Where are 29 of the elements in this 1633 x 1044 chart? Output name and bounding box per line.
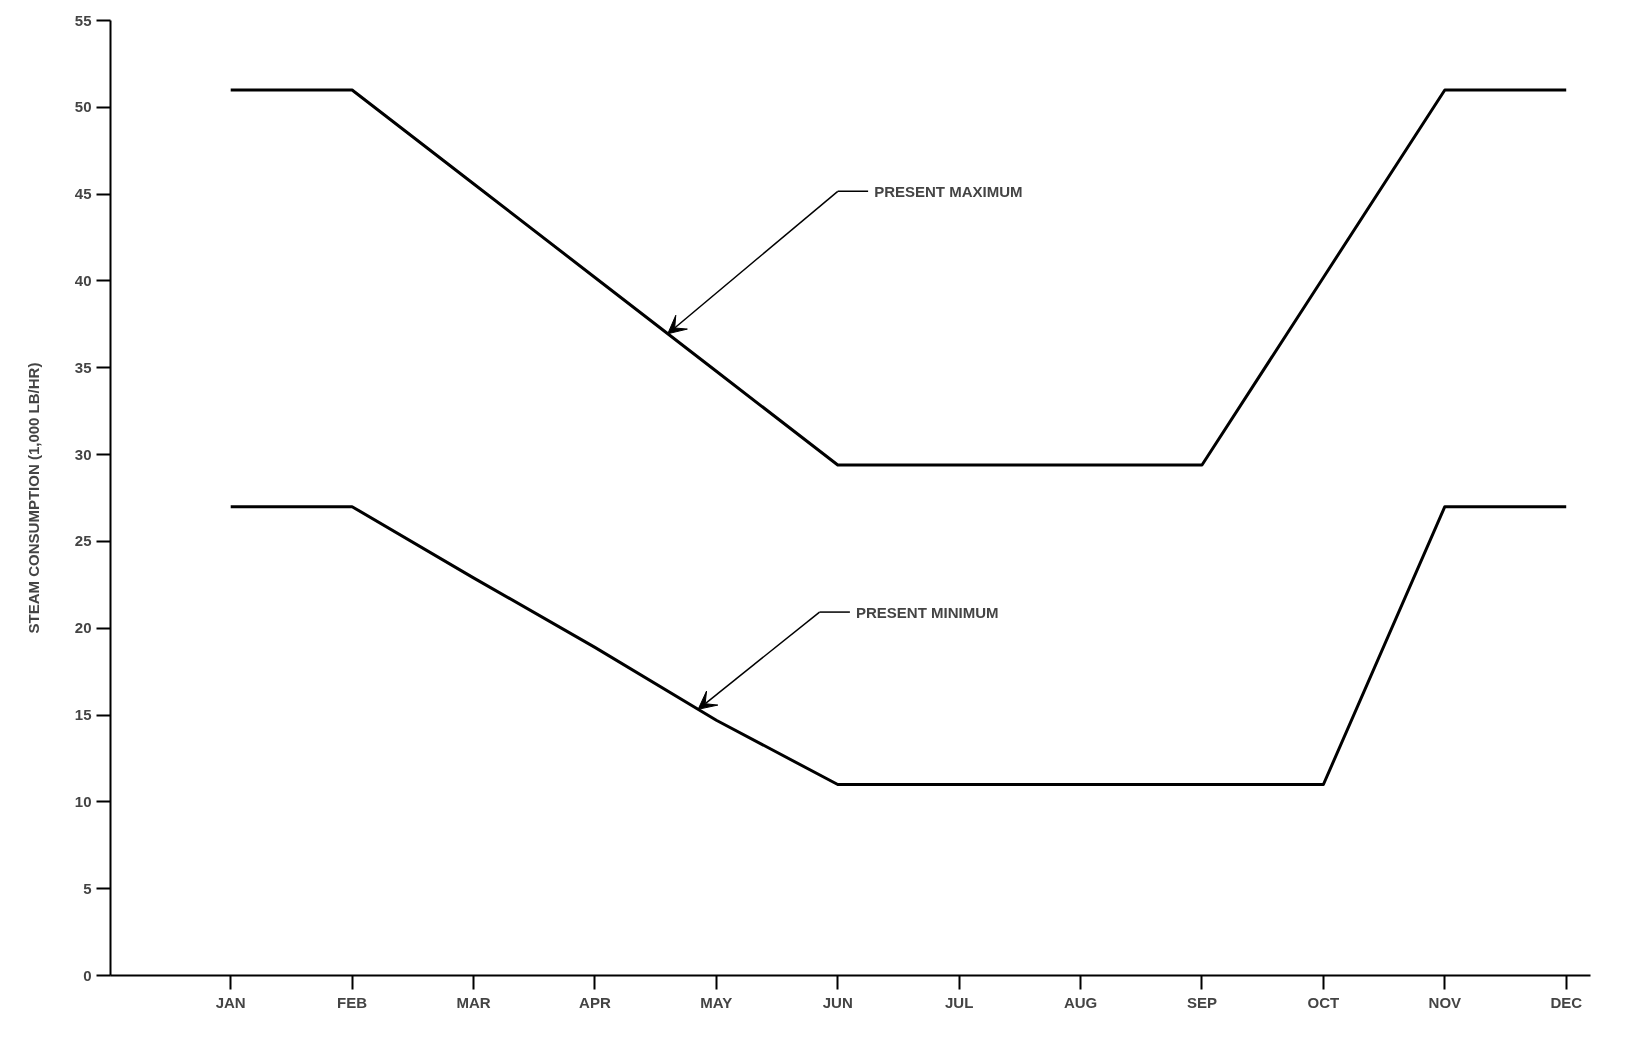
- x-tick-label: APR: [579, 993, 611, 1011]
- x-tick-label: JUN: [822, 993, 853, 1011]
- y-tick-label: 20: [74, 619, 92, 637]
- y-tick-label: 15: [74, 706, 92, 724]
- y-tick-label: 55: [74, 11, 92, 29]
- x-tick-label: SEP: [1186, 993, 1217, 1011]
- line-series: [229, 505, 1568, 786]
- y-tick-label: 30: [74, 445, 92, 463]
- line-series: [229, 88, 1568, 467]
- y-tick-label: 0: [83, 966, 92, 984]
- annotation: PRESENT MINIMUM: [855, 603, 999, 621]
- x-tick-label: NOV: [1428, 993, 1462, 1011]
- x-tick-label: OCT: [1307, 993, 1340, 1011]
- y-tick-label: 5: [83, 879, 92, 897]
- y-tick-label: 45: [74, 185, 92, 203]
- y-tick-label: 35: [74, 358, 92, 376]
- y-tick-label: 40: [74, 271, 92, 289]
- y-tick-label: 50: [74, 98, 92, 116]
- x-tick-label: MAY: [700, 993, 733, 1011]
- x-tick-label: AUG: [1063, 993, 1098, 1011]
- x-tick-label: JUL: [944, 993, 974, 1011]
- x-tick-label: JAN: [215, 993, 246, 1011]
- y-axis-title: STEAM CONSUMPTION (1,000 LB/HR): [24, 362, 42, 634]
- x-tick-label: MAR: [456, 993, 491, 1011]
- annotation: PRESENT MAXIMUM: [874, 182, 1023, 200]
- y-tick-label: 10: [74, 792, 92, 810]
- x-tick-label: DEC: [1550, 993, 1583, 1011]
- x-tick-label: FEB: [337, 993, 368, 1011]
- y-tick-label: 25: [74, 532, 92, 550]
